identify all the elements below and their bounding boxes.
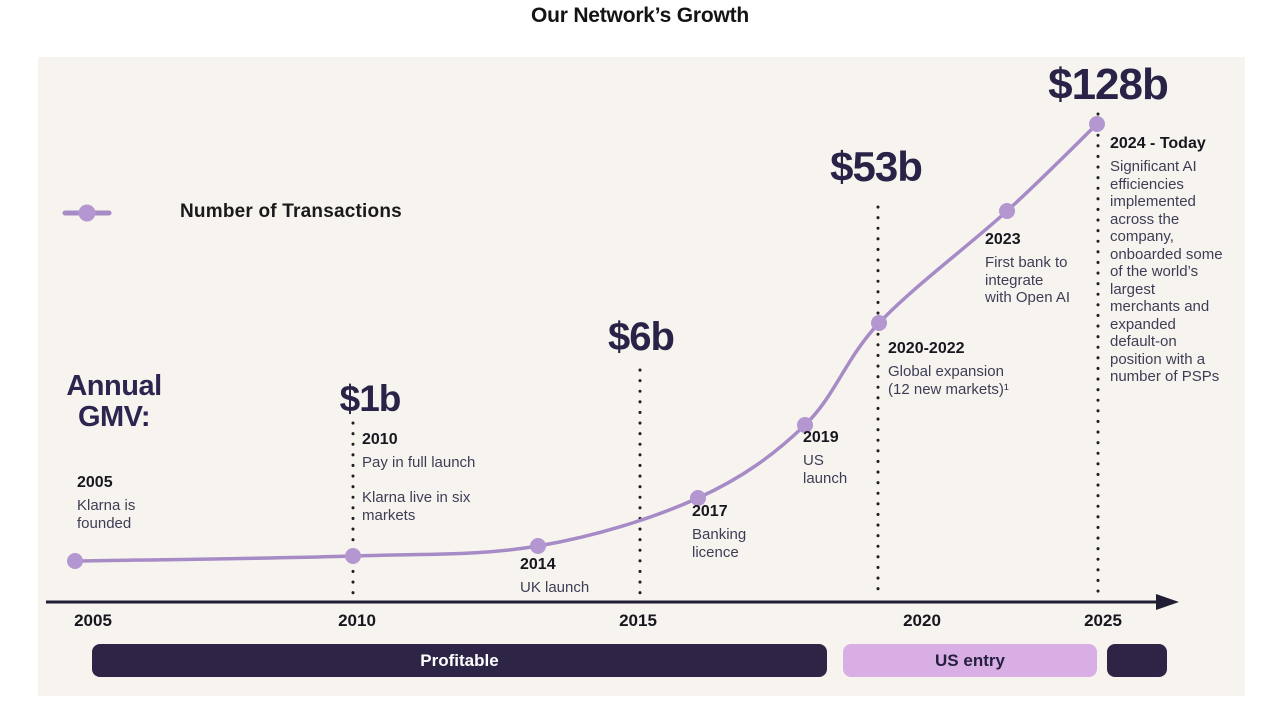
milestone-description: Pay in full launch Klarna live in six ma… bbox=[362, 454, 476, 524]
milestone-year: 2014 bbox=[520, 556, 556, 573]
annual-gmv-caption: Annual GMV: bbox=[66, 370, 162, 433]
milestone-year: 2005 bbox=[77, 474, 113, 491]
gmv-value-label: $53b bbox=[830, 143, 923, 190]
milestone-year: 2017 bbox=[692, 503, 728, 520]
gmv-value-label: $1b bbox=[339, 378, 402, 419]
milestone-annotation: 2020-2022 Global expansion (12 new market… bbox=[888, 340, 1058, 398]
milestone-description: First bank to integrate with Open AI bbox=[985, 254, 1071, 306]
gmv-value-label: $6b bbox=[608, 315, 675, 359]
legend-label: Number of Transactions bbox=[180, 201, 402, 222]
x-axis-tick-label: 2015 bbox=[619, 611, 657, 630]
milestone-annotation: 2024 - Today Significant AI efficiencies … bbox=[1110, 135, 1250, 386]
milestone-year: 2020-2022 bbox=[888, 340, 965, 357]
x-axis-tick-label: 2025 bbox=[1084, 611, 1122, 630]
milestone-annotation: 2019 US launch bbox=[803, 429, 903, 487]
x-axis-tick-label: 2020 bbox=[903, 611, 941, 630]
milestone-year: 2019 bbox=[803, 429, 839, 446]
x-axis-tick-label: 2010 bbox=[338, 611, 376, 630]
milestone-annotation: 2017 Banking licence bbox=[692, 503, 802, 561]
chart-panel bbox=[38, 57, 1245, 696]
milestone-description: Global expansion (12 new markets)¹ bbox=[888, 363, 1009, 398]
milestone-description: UK launch bbox=[520, 579, 590, 596]
chart-legend: Number of Transactions bbox=[62, 197, 402, 229]
milestone-year: 2023 bbox=[985, 231, 1021, 248]
milestone-description: Significant AI efficiencies implemented … bbox=[1110, 158, 1223, 385]
timeline-bar bbox=[1107, 644, 1167, 677]
milestone-annotation: 2014 UK launch bbox=[520, 556, 640, 597]
milestone-annotation: 2023 First bank to integrate with Open AI bbox=[985, 231, 1105, 307]
milestone-annotation: 2005 Klarna is founded bbox=[77, 474, 217, 532]
milestone-description: Klarna is founded bbox=[77, 497, 136, 532]
milestone-year: 2010 bbox=[362, 431, 398, 448]
milestone-annotation: 2010 Pay in full launch Klarna live in si… bbox=[362, 431, 522, 524]
x-axis-tick-label: 2005 bbox=[74, 611, 112, 630]
timeline-bar-us-entry: US entry bbox=[843, 644, 1097, 677]
page-title: Our Network’s Growth bbox=[530, 4, 750, 27]
legend-dot bbox=[78, 204, 96, 222]
gmv-value-label: $128b bbox=[1048, 60, 1169, 109]
milestone-description: Banking licence bbox=[692, 526, 747, 561]
milestone-description: US launch bbox=[803, 452, 848, 487]
line-series-icon bbox=[62, 204, 112, 222]
milestone-year: 2024 - Today bbox=[1110, 135, 1206, 152]
timeline-bar-profitable: Profitable bbox=[92, 644, 827, 677]
